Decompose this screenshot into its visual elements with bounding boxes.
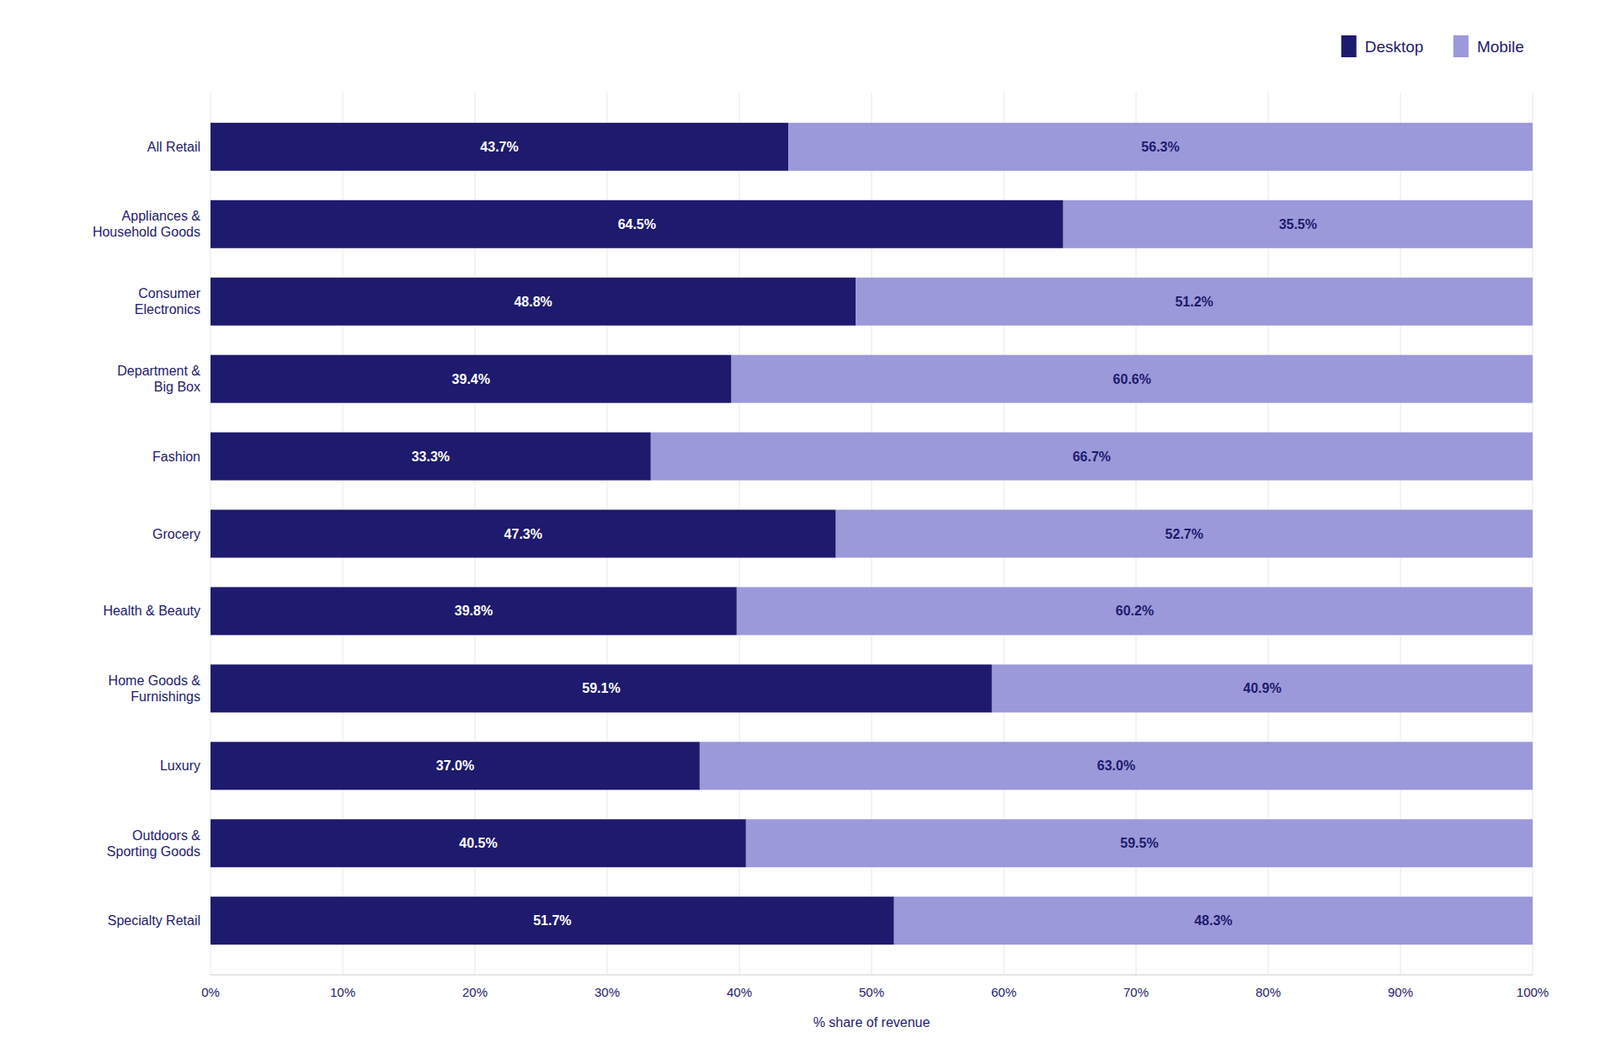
bar-segment [210, 432, 651, 481]
data-label: 59.5% [1120, 836, 1158, 851]
bar-segment [746, 819, 1533, 868]
y-tick-label: Home Goods &Furnishings [108, 673, 202, 704]
x-tick-label: 80% [1255, 985, 1281, 1000]
background [0, 0, 1600, 1059]
y-tick-label-line: Household Goods [92, 224, 201, 240]
x-axis: 0% 10% 20% 30% 40% 50% 60% 70% 80% 90% 100% [201, 975, 1549, 1000]
bar-segment [1063, 200, 1533, 249]
bar-segment [210, 586, 737, 635]
x-tick-label: 40% [726, 985, 752, 1000]
x-tick-label: 0% [201, 985, 220, 1000]
data-label: 39.4% [452, 372, 491, 387]
y-tick-label-line: Appliances & [122, 208, 202, 224]
y-tick-label: Grocery [152, 527, 201, 542]
bar-segment [699, 741, 1533, 790]
bar-segment [210, 355, 732, 404]
bar-segment [788, 122, 1533, 171]
grid [210, 92, 1533, 976]
y-tick-label-line: Health & Beauty [102, 603, 201, 619]
y-tick-label-line: Home Goods & [108, 673, 202, 688]
y-tick-label-line: Electronics [134, 302, 201, 317]
y-tick-label-line: Furnishings [130, 689, 201, 704]
bar-segment [210, 277, 856, 326]
bar-segment [736, 586, 1533, 635]
data-label: 52.7% [1165, 527, 1204, 542]
x-tick-label: 50% [858, 985, 885, 1000]
legend-label: Desktop [1365, 37, 1424, 56]
y-tick-label-line: Sporting Goods [106, 844, 201, 859]
bar-segment [210, 819, 747, 868]
data-label: 66.7% [1072, 449, 1111, 464]
y-tick-label-line: Luxury [160, 758, 201, 774]
bar-segment [836, 510, 1533, 559]
data-label: 35.5% [1279, 217, 1318, 232]
bar-segment [894, 896, 1533, 945]
y-tick-label: Department &Big Box [117, 363, 201, 395]
data-label: 43.7% [480, 139, 518, 155]
data-label: 39.8% [454, 603, 493, 619]
legend-swatch [1341, 35, 1357, 58]
y-tick-label: Appliances &Household Goods [92, 208, 201, 240]
x-tick-label: 100% [1516, 985, 1549, 1000]
bar-segment [855, 277, 1533, 326]
x-tick-label: 90% [1387, 985, 1414, 1000]
y-tick-label: Fashion [152, 449, 201, 464]
y-tick-label-line: Specialty Retail [107, 913, 201, 928]
data-label: 48.3% [1194, 913, 1232, 928]
y-tick-label: Specialty Retail [107, 913, 201, 928]
bar-segment [210, 200, 1064, 249]
x-axis-label: % share of revenue [813, 1015, 931, 1030]
data-label: 51.7% [533, 913, 571, 928]
data-label: 56.3% [1141, 139, 1179, 155]
y-tick-label-line: Outdoors & [132, 828, 201, 843]
y-tick-label-line: Grocery [152, 527, 201, 542]
bar-segment [210, 122, 789, 171]
bars [210, 122, 1533, 945]
y-tick-label-line: Consumer [138, 286, 201, 301]
x-tick-label: 30% [594, 985, 620, 1000]
data-label: 40.5% [458, 836, 497, 851]
bar-segment [210, 741, 700, 790]
y-tick-label: Luxury [160, 758, 201, 774]
y-tick-label: All Retail [147, 139, 201, 155]
data-label: 60.6% [1113, 372, 1152, 387]
bar-segment [210, 510, 837, 559]
x-tick-label: 20% [462, 985, 488, 1000]
data-label: 64.5% [618, 217, 656, 232]
y-tick-label-line: Fashion [152, 449, 201, 464]
legend-swatch [1453, 35, 1469, 58]
y-tick-label: ConsumerElectronics [134, 286, 202, 317]
y-tick-label-line: Department & [117, 363, 201, 379]
y-tick-label-line: Big Box [154, 379, 201, 395]
data-label: 47.3% [504, 527, 543, 542]
data-label: 63.0% [1097, 758, 1136, 774]
x-tick-label: 60% [991, 985, 1017, 1000]
data-label: 37.0% [436, 758, 475, 774]
bar-segment [650, 432, 1533, 481]
legend: Desktop Mobile [1341, 35, 1525, 58]
bar-segment [731, 355, 1533, 404]
x-tick-label: 10% [330, 985, 356, 1000]
y-tick-label: Outdoors &Sporting Goods [106, 828, 202, 859]
y-tick-label-line: All Retail [147, 139, 201, 155]
chart-container: 0% 10% 20% 30% 40% 50% 60% 70% 80% 90% 100% % share… [0, 0, 1600, 1059]
data-label: 59.1% [581, 681, 620, 696]
y-tick-label: Health & Beauty [102, 603, 201, 619]
data-label: 51.2% [1174, 294, 1213, 310]
x-tick-label: 70% [1123, 985, 1149, 1000]
chart-svg: 0% 10% 20% 30% 40% 50% 60% 70% 80% 90% 100% % share… [0, 0, 1600, 1059]
legend-label: Mobile [1477, 37, 1525, 56]
bar-segment [210, 664, 992, 713]
data-label: 48.8% [513, 294, 552, 310]
data-label: 60.2% [1115, 603, 1154, 619]
bar-segment [210, 896, 895, 945]
data-labels: 43.7% 56.3% 64.5% 35.5% 48.8% 51.2% 39.4% 60.6%… [411, 139, 1318, 928]
x-axis-line [210, 975, 1533, 976]
data-label: 40.9% [1242, 681, 1281, 696]
bar-segment [992, 664, 1533, 713]
data-label: 33.3% [411, 449, 450, 464]
